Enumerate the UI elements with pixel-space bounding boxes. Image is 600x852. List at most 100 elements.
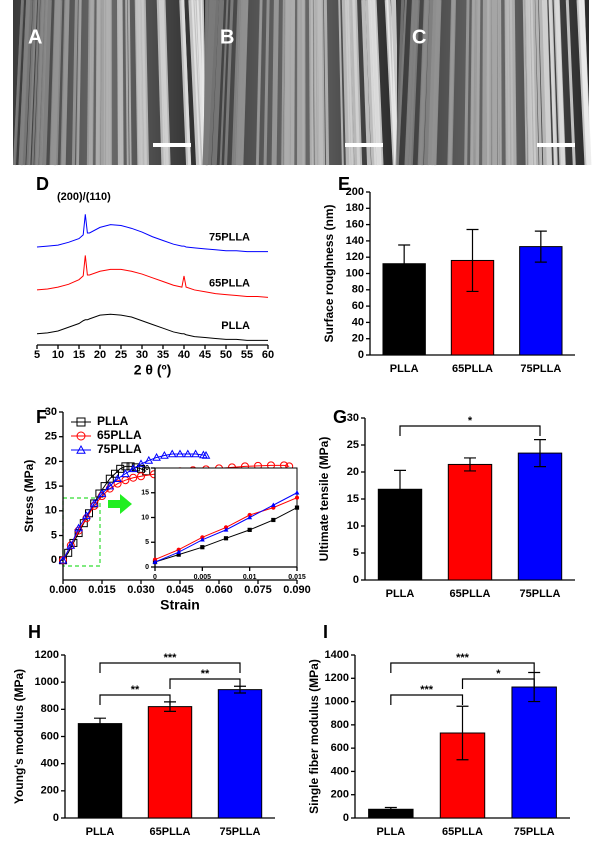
marker (294, 495, 300, 500)
fiber (384, 0, 396, 166)
fiber (528, 0, 536, 166)
panel-label: E (338, 174, 350, 194)
x-tick-label: 75PLLA (520, 588, 561, 600)
error-bar (466, 228, 479, 293)
fiber (271, 0, 279, 166)
fiber (504, 0, 508, 166)
fiber (308, 0, 314, 166)
x-tick-label: PLLA (376, 826, 405, 838)
y-tick-label: 40 (352, 316, 364, 328)
y-tick-label: 160 (346, 219, 364, 231)
y-tick-label: 15 (141, 490, 149, 497)
marker (121, 469, 130, 478)
fiber (202, 0, 213, 166)
legend-marker (76, 444, 86, 454)
fiber (281, 0, 285, 166)
marker (270, 502, 276, 507)
significance-label: ** (131, 684, 140, 696)
fiber (404, 0, 415, 166)
x-tick-label: 10 (52, 349, 64, 361)
fiber (156, 0, 166, 166)
inset-frame (154, 467, 298, 568)
x-tick-label: PLLA (86, 826, 115, 838)
y-tick-label: 1200 (325, 672, 349, 684)
error-bar (94, 717, 106, 730)
bar (511, 686, 557, 819)
fiber (535, 0, 543, 166)
significance-bracket (390, 662, 535, 673)
error-bar (464, 457, 476, 472)
series-line (36, 313, 268, 341)
y-tick-label: 10 (347, 520, 359, 532)
fiber (256, 0, 263, 166)
marker (176, 549, 182, 554)
fiber (321, 0, 326, 166)
x-tick-label: 75PLLA (220, 826, 261, 838)
x-tick-label: 55 (241, 349, 253, 361)
fiber (369, 0, 382, 166)
x-tick-label: 60 (262, 349, 274, 361)
legend-label: 65PLLA (97, 428, 142, 442)
y-tick-label: 0 (358, 349, 364, 361)
x-tick-label: 65PLLA (442, 826, 483, 838)
y-tick-label: 5 (145, 539, 149, 546)
x-tick-label: 0.030 (127, 584, 155, 596)
fiber (211, 0, 225, 166)
significance-label: *** (456, 652, 470, 664)
fiber (423, 0, 435, 166)
fiber (181, 0, 192, 166)
fiber (241, 0, 249, 166)
fiber (538, 0, 548, 166)
y-axis-label: Surface roughness (nm) (322, 204, 336, 342)
y-tick-label: 60 (352, 300, 364, 312)
series-label: PLLA (221, 320, 250, 332)
fiber (207, 0, 220, 166)
fiber (118, 0, 124, 166)
fiber (556, 0, 565, 166)
fiber (28, 0, 38, 166)
bar (517, 452, 563, 581)
annotation: (200)/(110) (57, 191, 111, 203)
fiber (391, 0, 400, 166)
y-axis-label: Young's modulus (MPa) (12, 669, 26, 804)
marker (82, 511, 91, 520)
fiber (509, 0, 517, 166)
fiber (482, 0, 487, 166)
fiber (76, 0, 82, 166)
x-tick-label: PLLA (390, 363, 419, 375)
y-tick-label: 1000 (35, 676, 59, 688)
fiber (20, 0, 33, 166)
y-tick-label: 180 (346, 202, 364, 214)
y-tick-label: 80 (352, 284, 364, 296)
y-axis-label: Single fiber modulus (MPa) (307, 659, 321, 814)
y-tick-label: 400 (331, 765, 349, 777)
fiber (100, 0, 106, 166)
x-tick-label: 5 (34, 349, 40, 361)
fiber (419, 0, 430, 166)
fiber (158, 0, 169, 166)
fiber (530, 0, 539, 166)
y-tick-label: 1200 (35, 649, 59, 661)
y-tick-label: 30 (347, 412, 359, 424)
fiber (548, 0, 558, 166)
zoom-arrow (108, 494, 132, 514)
marker (116, 464, 125, 473)
fiber (41, 0, 52, 166)
bar (147, 706, 193, 819)
fiber (263, 0, 270, 166)
x-tick-label: 0.060 (205, 584, 233, 596)
significance-label: *** (420, 684, 434, 696)
marker (58, 555, 68, 564)
marker (144, 455, 154, 464)
fiber (237, 0, 247, 166)
fiber (541, 0, 552, 166)
marker (89, 498, 99, 507)
y-tick-label: 600 (331, 742, 349, 754)
fiber (89, 0, 94, 166)
fiber (428, 0, 437, 166)
marker (223, 536, 229, 541)
y-tick-label: 600 (41, 730, 59, 742)
series-line (62, 464, 290, 561)
x-tick-label: 15 (73, 349, 85, 361)
y-tick-label: 800 (331, 719, 349, 731)
